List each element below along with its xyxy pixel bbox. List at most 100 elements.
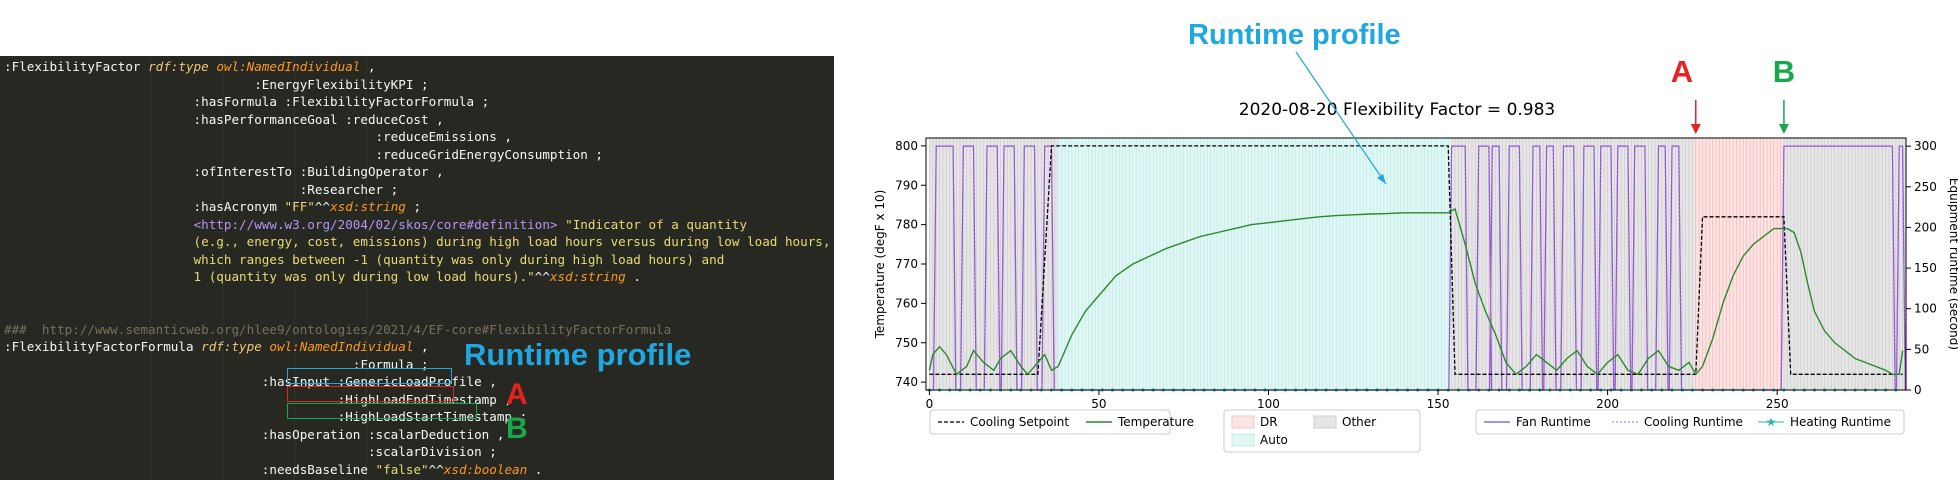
code-token: ^^ xyxy=(314,199,331,214)
y-tick-label: 770 xyxy=(895,257,918,271)
high-load-start-highlight xyxy=(287,403,477,419)
chart-title: 2020-08-20 Flexibility Factor = 0.983 xyxy=(1239,100,1556,120)
code-token: :hasInput :GenericLoadProfile , xyxy=(4,374,497,389)
code-token: ### http://www.semanticweb.org/hlee9/ont… xyxy=(4,321,672,337)
code-token: . xyxy=(625,269,641,284)
runtime-chart: Runtime profile A B 2020-08-20 Flexibili… xyxy=(873,19,1958,453)
code-token: :HighLoadEndTimestamp , xyxy=(4,391,512,407)
code-token: rdf:type xyxy=(201,339,262,354)
legend-fan-runtime-label: Fan Runtime xyxy=(1516,415,1591,429)
chart-marker-b: B xyxy=(1773,54,1795,89)
code-token: :Researcher ; xyxy=(4,181,399,197)
code-token: :ofInterestTo :BuildingOperator , xyxy=(4,164,444,179)
generic-load-profile-highlight xyxy=(287,368,452,384)
code-line: :HighLoadEndTimestamp , xyxy=(4,391,512,409)
y2-tick-label: 250 xyxy=(1914,180,1937,194)
code-token: . xyxy=(527,461,543,477)
code-line: 1 (quantity was only during low load hou… xyxy=(4,268,641,286)
mode-regions xyxy=(928,138,1906,390)
code-line: :hasOperation :scalarDeduction , xyxy=(4,426,505,444)
code-token: (e.g., energy, cost, emissions) during h… xyxy=(4,234,831,249)
y-tick-label: 790 xyxy=(895,178,918,192)
code-line: <http://www.w3.org/2004/02/skos/core#def… xyxy=(4,216,748,234)
code-token xyxy=(4,217,194,232)
code-token: :EnergyFlexibilityKPI ; xyxy=(4,76,429,92)
code-token: "Indicator of a quantity xyxy=(565,216,748,232)
code-token: :hasFormula :FlexibilityFactorFormula ; xyxy=(4,94,490,109)
legend-heating-runtime-marker: ★ xyxy=(1766,415,1777,429)
code-marker-a: A xyxy=(506,378,528,411)
chart-marker-a: A xyxy=(1671,54,1693,89)
x-tick-label: 0 xyxy=(926,397,934,411)
y-tick-label: 780 xyxy=(895,218,918,232)
legend-other-label: Other xyxy=(1342,415,1376,429)
code-token: :FlexibilityFactor xyxy=(4,59,149,74)
y2-tick-label: 100 xyxy=(1914,302,1937,316)
code-token: :reduceGridEnergyConsumption ; xyxy=(4,146,603,162)
code-token: :reduceEmissions , xyxy=(4,129,512,144)
code-token: owl:NamedIndividual xyxy=(216,59,361,74)
code-line: :ofInterestTo :BuildingOperator , xyxy=(4,163,444,181)
legend-other-swatch xyxy=(1313,415,1337,429)
code-token: :scalarDivision ; xyxy=(4,444,497,459)
x-tick-label: 150 xyxy=(1427,397,1450,411)
code-token xyxy=(558,217,566,232)
code-line: ### http://www.semanticweb.org/hlee9/ont… xyxy=(4,321,671,339)
code-line: which ranges between -1 (quantity was on… xyxy=(4,251,725,269)
code-token: ^^ xyxy=(428,461,444,477)
legend-mode-box xyxy=(1223,409,1421,453)
code-line: :Formula ; xyxy=(4,356,429,374)
code-editor-panel: :FlexibilityFactor rdf:type owl:NamedInd… xyxy=(0,56,834,480)
code-line: :hasFormula :FlexibilityFactorFormula ; xyxy=(4,93,490,111)
code-runtime-profile-label: Runtime profile xyxy=(464,337,692,372)
x-tick-label: 100 xyxy=(1257,397,1280,411)
chart-runtime-profile-label: Runtime profile xyxy=(1188,19,1401,51)
code-line: (e.g., energy, cost, emissions) during h… xyxy=(4,233,831,251)
legend-auto-label: Auto xyxy=(1260,433,1288,447)
code-token: xsd:boolean xyxy=(443,461,528,477)
code-line: :needsBaseline "false"^^xsd:boolean . xyxy=(4,461,543,479)
x-tick-label: 50 xyxy=(1091,397,1106,411)
cooling-runtime-line xyxy=(926,145,1906,391)
indent-guide xyxy=(294,56,295,480)
code-token: :hasAcronym xyxy=(4,199,285,214)
code-token: :FlexibilityFactorFormula xyxy=(4,339,202,354)
code-token: :hasPerformanceGoal :reduceCost , xyxy=(4,111,444,127)
cooling-setpoint-line xyxy=(929,145,1903,375)
marker-a-arrowhead xyxy=(1690,124,1701,134)
legend-dr-swatch xyxy=(1231,415,1255,429)
code-line: :scalarDivision ; xyxy=(4,443,497,461)
y2-tick-label: 50 xyxy=(1914,342,1929,356)
code-line: :FlexibilityFactor rdf:type owl:NamedInd… xyxy=(4,58,376,76)
legend-dr-label: DR xyxy=(1260,415,1278,429)
x-tick-label: 200 xyxy=(1596,397,1619,411)
legend-temperature-label: Temperature xyxy=(1117,415,1194,429)
code-token: owl:NamedIndividual xyxy=(269,339,414,354)
code-token: , xyxy=(413,339,429,354)
indent-guide xyxy=(222,56,223,480)
high-load-end-highlight xyxy=(287,386,454,402)
y-axis-label: Temperature (degF x 10) xyxy=(873,190,887,340)
code-token: , xyxy=(360,59,376,74)
y2-tick-label: 150 xyxy=(1914,261,1937,275)
code-token: 1 (quantity was only during low load hou… xyxy=(4,269,535,284)
runtime-profile-arrowhead xyxy=(1377,174,1386,184)
code-marker-b: B xyxy=(506,412,528,445)
legend-runtime-box xyxy=(1475,409,1905,435)
code-line: :Researcher ; xyxy=(4,181,399,199)
code-line: :reduceGridEnergyConsumption ; xyxy=(4,146,603,164)
code-token: :Formula ; xyxy=(4,356,429,372)
code-token: :HighLoadStartTimestamp ; xyxy=(4,409,528,424)
code-token: which ranges between -1 (quantity was on… xyxy=(4,251,725,267)
legend-temperature-box xyxy=(929,409,1171,435)
legend-cooling-runtime-label: Cooling Runtime xyxy=(1644,415,1743,429)
y2-axis-label: Equipment runtime (second) xyxy=(1947,178,1958,350)
code-token: :needsBaseline xyxy=(4,461,376,477)
runtime-profile-arrow xyxy=(1295,51,1387,185)
y-tick-label: 760 xyxy=(895,296,918,310)
legend-heating-runtime-label: Heating Runtime xyxy=(1790,415,1891,429)
temperature-line xyxy=(928,207,1904,376)
y2-tick-label: 300 xyxy=(1914,139,1937,153)
y2-tick-label: 200 xyxy=(1914,220,1937,234)
legend-auto-swatch xyxy=(1231,433,1255,447)
